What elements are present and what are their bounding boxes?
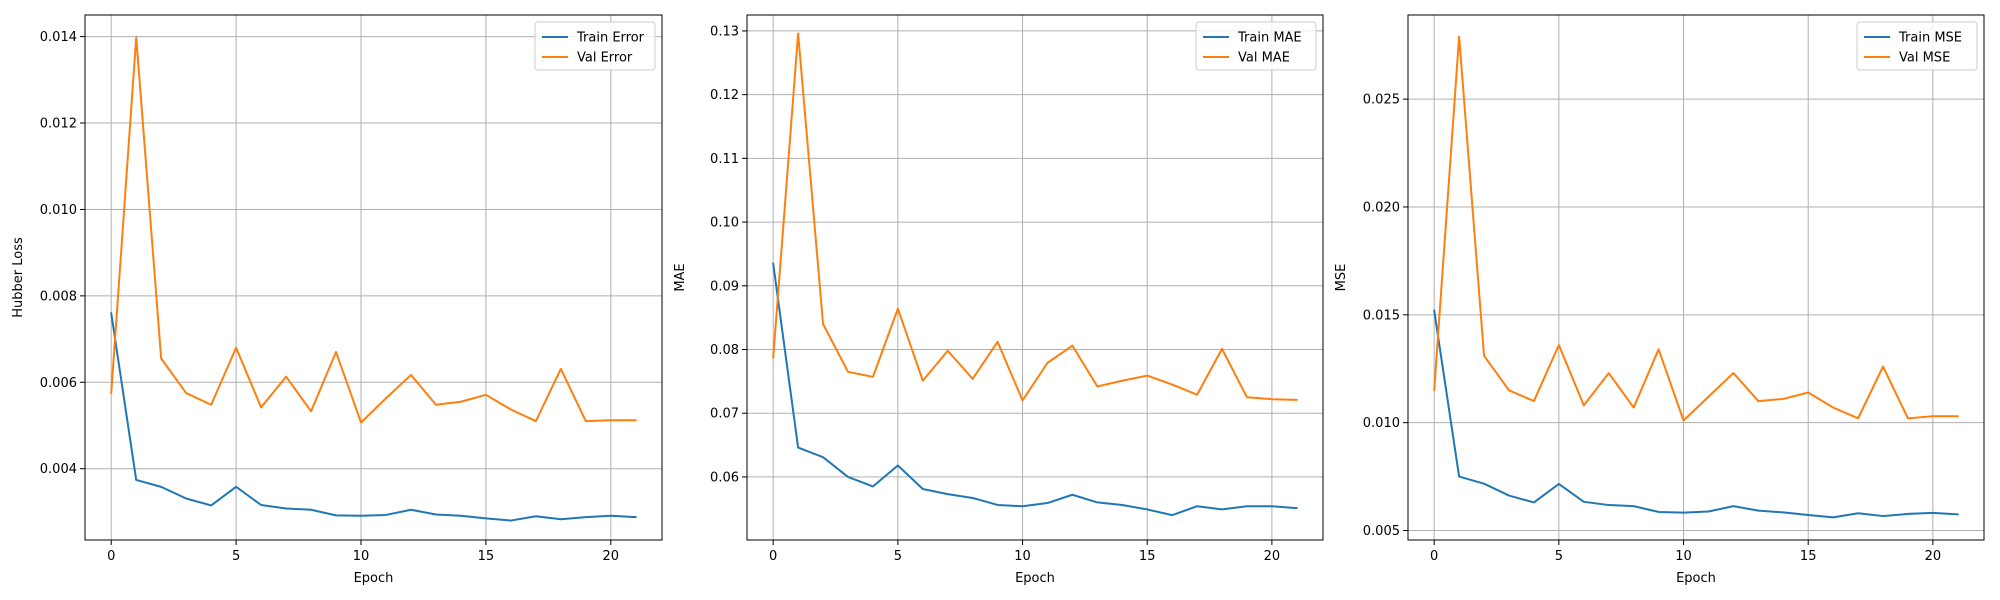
y-tick-label: 0.004	[40, 462, 77, 477]
chart-panel-2: 0 5 10 15 20 0.06 0.07 0.08 0.09 0.10 0.11 0.12 0.13…	[673, 14, 1324, 586]
x-tick-label: 0	[769, 549, 777, 564]
series-line-val-mse	[1433, 35, 1959, 422]
series-line-val-mae	[772, 32, 1298, 402]
x-tick-label: 10	[1675, 549, 1692, 564]
y-tick-label: 0.012	[40, 117, 77, 132]
plot-frame	[746, 14, 1324, 541]
x-axis-label: Epoch	[354, 571, 394, 586]
legend-label: Train MAE	[1237, 31, 1302, 46]
y-axis-label: MSE	[1334, 264, 1349, 292]
y-axis-label: Hubber Loss	[11, 237, 26, 318]
y-tick-label: 0.014	[40, 30, 77, 45]
y-tick-label: 0.08	[710, 343, 739, 358]
x-tick-label: 20	[603, 549, 620, 564]
chart-panel-1: 0 5 10 15 20 0.004 0.006 0.008 0.010 0.012 0.014 Ep…	[11, 14, 663, 586]
y-tick-label: 0.010	[1363, 416, 1400, 431]
series-line-train-error	[110, 312, 637, 522]
series-line-val-error	[110, 36, 637, 424]
legend: Train Error Val Error	[534, 21, 656, 71]
x-tick-label: 5	[1555, 549, 1563, 564]
y-tick-label: 0.006	[40, 376, 77, 391]
x-axis-label: Epoch	[1676, 571, 1716, 586]
y-axis-label: MAE	[673, 263, 688, 291]
plot-frame	[1407, 14, 1985, 541]
y-tick-label: 0.07	[710, 407, 739, 422]
y-tick-label: 0.005	[1363, 524, 1400, 539]
y-tick-label: 0.09	[710, 279, 739, 294]
y-tick-label: 0.06	[710, 470, 739, 485]
legend-label: Val MAE	[1238, 51, 1290, 66]
y-tick-label: 0.010	[40, 203, 77, 218]
x-tick-label: 20	[1925, 549, 1942, 564]
y-tick-label: 0.13	[710, 24, 739, 39]
y-tick-label: 0.11	[710, 152, 739, 167]
legend-label: Val MSE	[1899, 51, 1950, 66]
series-line-train-mse	[1433, 309, 1959, 519]
x-tick-label: 15	[1139, 549, 1156, 564]
legend: Train MAE Val MAE	[1195, 21, 1317, 71]
x-tick-label: 15	[478, 549, 495, 564]
y-tick-label: 0.020	[1363, 200, 1400, 215]
legend-label: Train MSE	[1898, 31, 1962, 46]
y-tick-label: 0.008	[40, 289, 77, 304]
x-tick-label: 5	[232, 549, 240, 564]
y-tick-label: 0.025	[1363, 93, 1400, 108]
x-tick-label: 10	[1014, 549, 1031, 564]
x-tick-label: 0	[1430, 549, 1438, 564]
series-line-train-mae	[772, 262, 1298, 517]
x-tick-label: 10	[353, 549, 370, 564]
chart-panel-3: 0 5 10 15 20 0.005 0.010 0.015 0.020 0.025 Epoch MS…	[1334, 14, 1985, 586]
x-axis-label: Epoch	[1015, 571, 1055, 586]
y-tick-label: 0.10	[710, 216, 739, 231]
y-tick-label: 0.12	[710, 88, 739, 103]
x-tick-label: 0	[107, 549, 115, 564]
legend-label: Train Error	[576, 31, 645, 46]
x-tick-label: 5	[894, 549, 902, 564]
legend: Train MSE Val MSE	[1856, 21, 1978, 71]
plot-frame	[84, 14, 663, 541]
legend-label: Val Error	[577, 51, 633, 66]
x-tick-label: 15	[1800, 549, 1817, 564]
y-tick-label: 0.015	[1363, 308, 1400, 323]
x-tick-label: 20	[1264, 549, 1281, 564]
